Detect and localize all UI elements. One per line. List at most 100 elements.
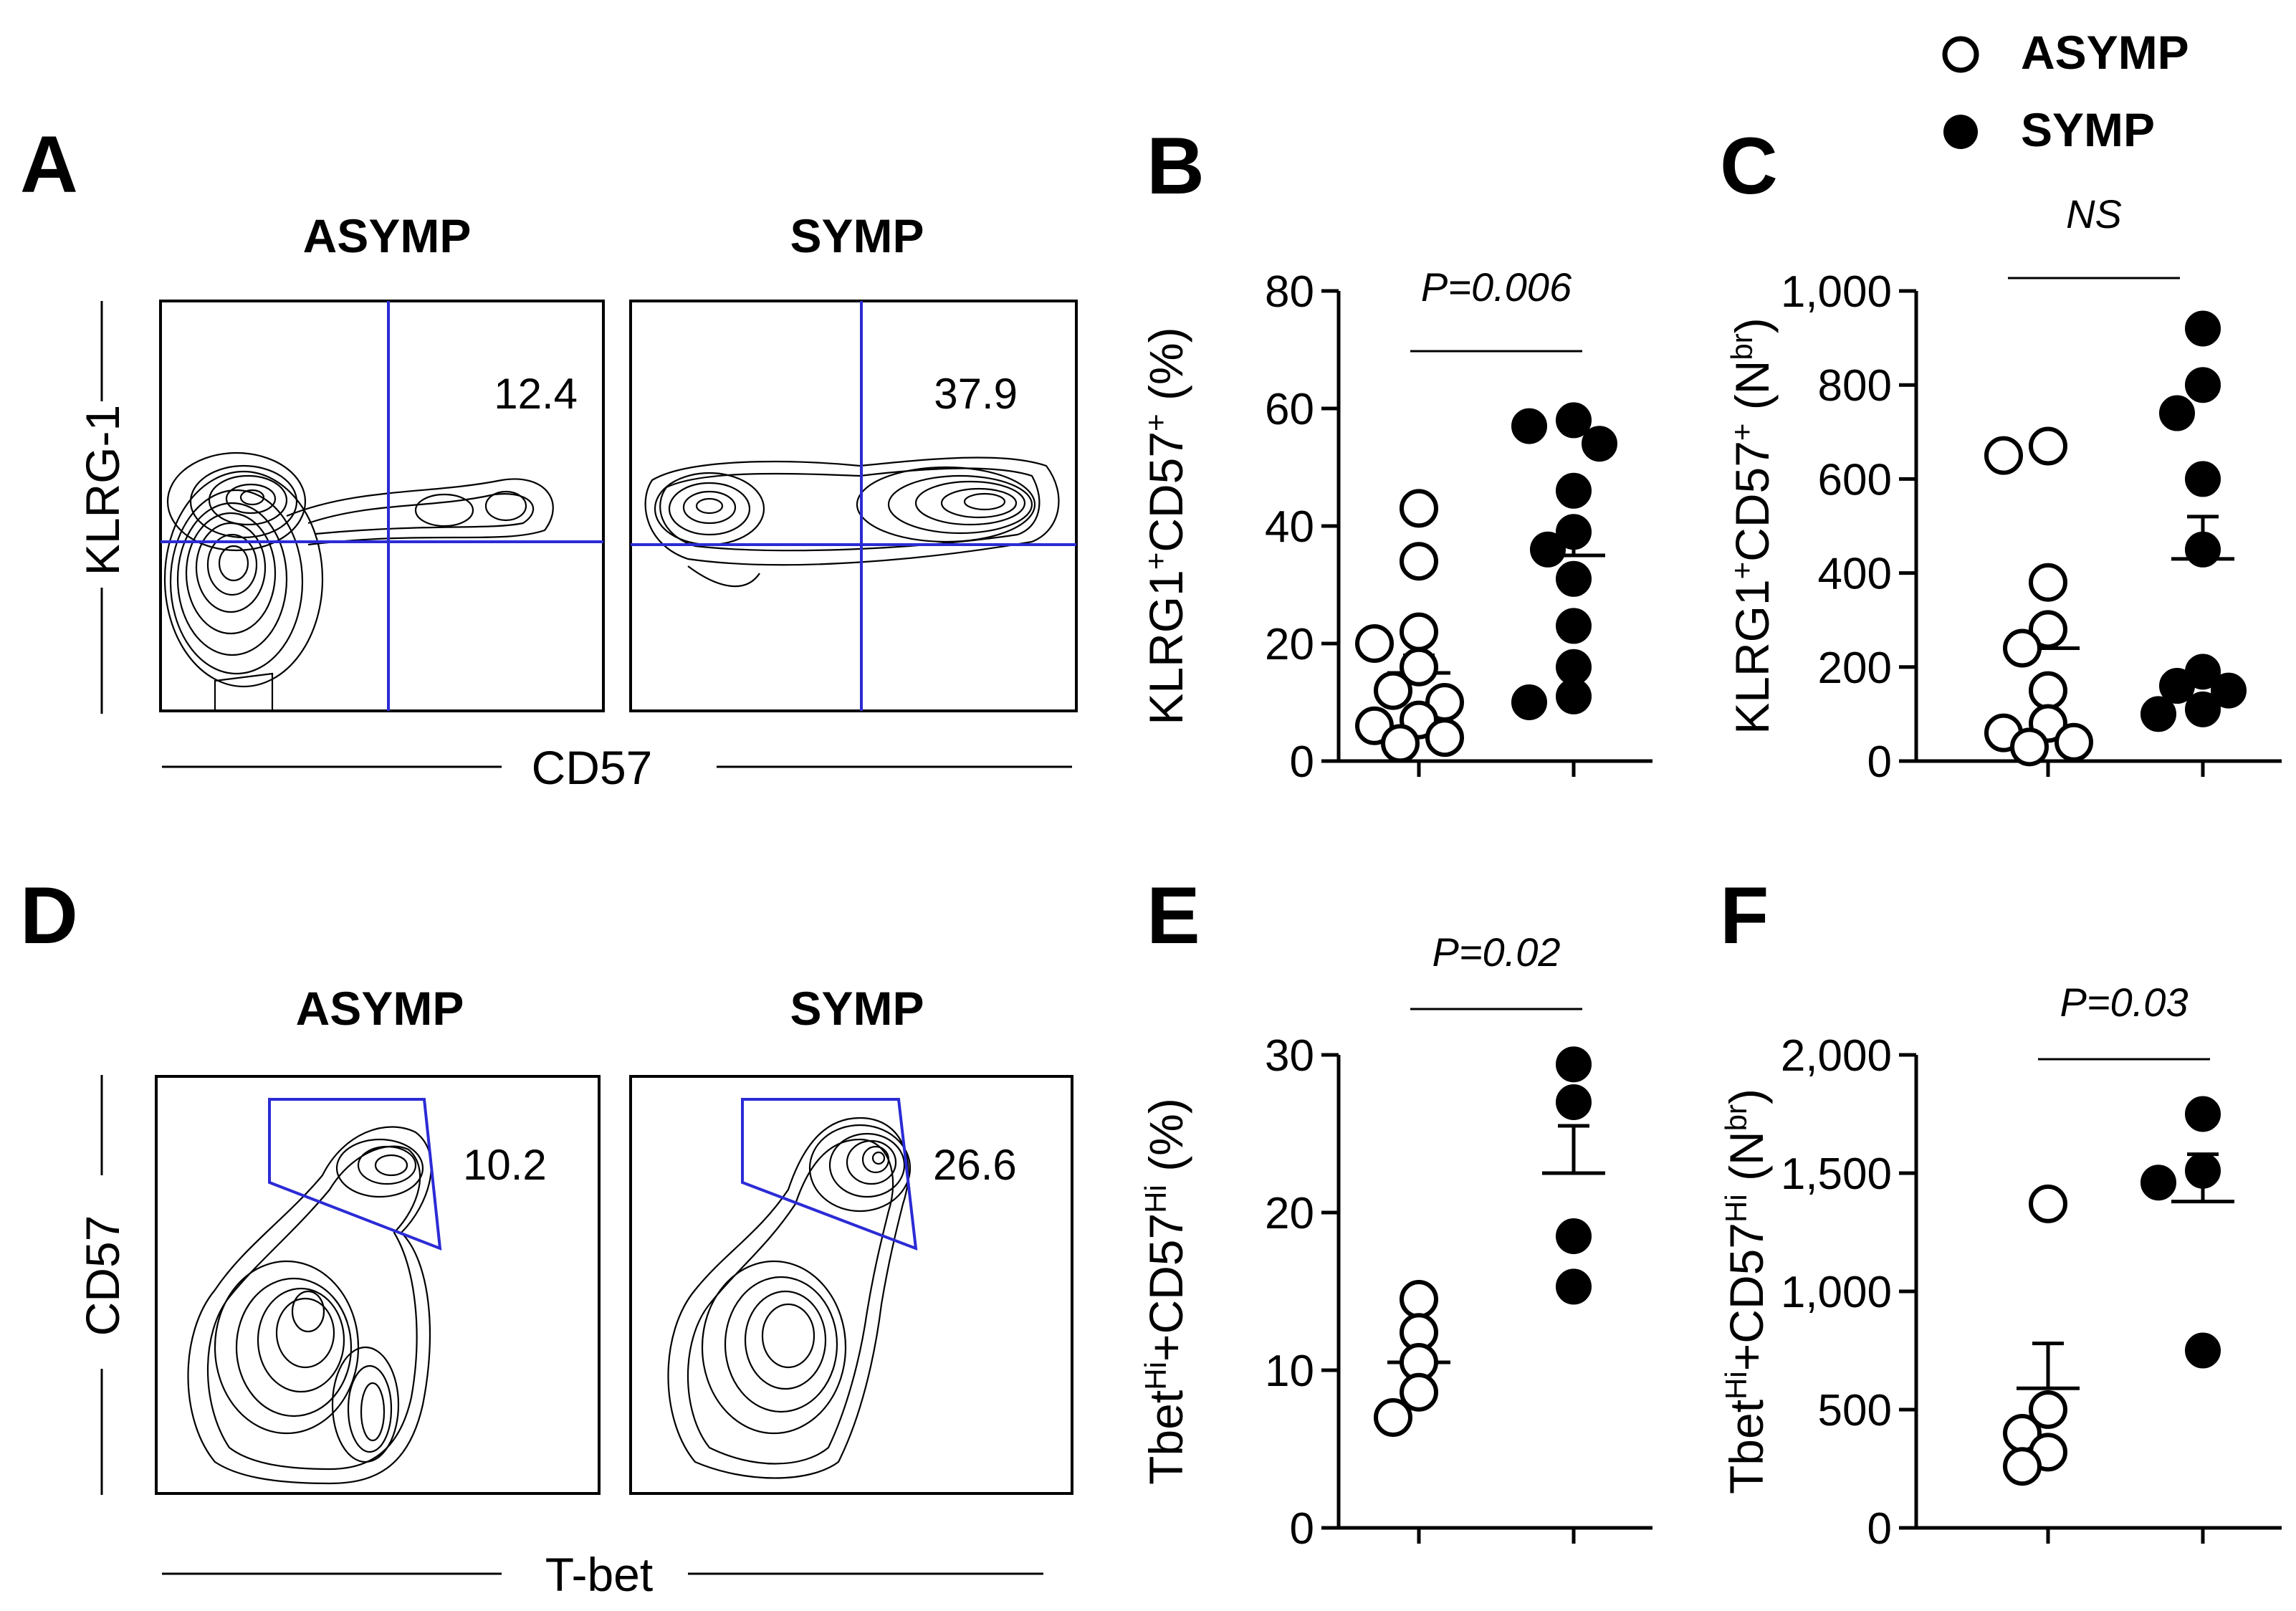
data-point-c-symp-1	[2185, 367, 2221, 403]
data-point-e-asymp-3	[1400, 1372, 1438, 1412]
data-point-b-symp-0	[1556, 402, 1592, 439]
data-point-c-asymp-1	[1984, 436, 2023, 475]
data-point-c-symp-4	[2185, 531, 2221, 568]
series-f-symp	[2140, 1096, 2234, 1369]
group-label-d-asymp: ASYMP	[296, 982, 464, 1035]
contours-a-asymp	[163, 451, 554, 709]
y-tick-label-c-0: 0	[1867, 737, 1892, 787]
data-point-f-symp-3	[2185, 1332, 2221, 1369]
contours-a-symp	[644, 456, 1060, 588]
flow-plot-d-symp: 26.6	[629, 1075, 1073, 1495]
group-label-a-asymp: ASYMP	[303, 209, 472, 262]
data-point-b-asymp-0	[1400, 489, 1438, 528]
y-tick-label-f-3: 1,500	[1781, 1149, 1892, 1199]
legend-label-asymp: ASYMP	[2021, 26, 2189, 79]
data-point-b-symp-3	[1556, 472, 1592, 509]
axis-label-b-y: KLRG1+CD57+ (%)	[1139, 327, 1193, 725]
contours-d-asymp	[187, 1126, 432, 1485]
axis-label-f-y: TbetHi+CD57Hi (Nbr)	[1719, 1089, 1774, 1494]
legend-marker-filled	[1943, 115, 1978, 149]
data-point-b-asymp-5	[1374, 671, 1412, 710]
data-point-e-symp-1	[1556, 1084, 1592, 1120]
data-point-b-symp-7	[1556, 608, 1592, 644]
series-c-symp	[2140, 310, 2247, 732]
data-point-c-symp-0	[2185, 310, 2221, 347]
flow-plot-a-symp: 37.9	[629, 300, 1078, 712]
data-point-c-symp-3	[2185, 461, 2221, 497]
quadrant-value-a-symp: 37.9	[934, 370, 1018, 418]
y-tick-label-f-0: 0	[1867, 1504, 1892, 1554]
data-point-f-symp-1	[2185, 1152, 2221, 1189]
y-tick-label-c-2: 400	[1818, 550, 1892, 599]
quadrant-value-d-symp: 26.6	[933, 1141, 1017, 1189]
y-tick-label-b-2: 40	[1265, 502, 1314, 552]
gate-d-symp	[741, 1098, 918, 1251]
legend-marker-open	[1942, 36, 1979, 73]
scatter-panel-b: B 0 20 40 60 80 KLRG1+CD57+ (%) P=0.006	[1139, 121, 1652, 787]
series-b-symp	[1511, 402, 1617, 720]
y-tick-label-e-1: 10	[1265, 1347, 1314, 1396]
data-point-e-symp-3	[1556, 1268, 1592, 1305]
flow-plot-d-asymp: 10.2	[155, 1075, 601, 1495]
scatter-panel-e: E 0 10 20 30 TbetHi+CD57Hi (%) P=0.02	[1139, 871, 1652, 1554]
data-point-b-asymp-4	[1400, 647, 1438, 687]
legend: ASYMP SYMP	[1942, 26, 2189, 156]
y-tick-label-c-3: 600	[1818, 455, 1892, 505]
y-tick-label-c-4: 800	[1818, 361, 1892, 411]
legend-label-symp: SYMP	[2021, 103, 2155, 156]
p-value-c: NS	[2066, 191, 2122, 236]
y-tick-label-c-1: 200	[1818, 644, 1892, 693]
y-tick-label-f-2: 1,000	[1781, 1268, 1892, 1317]
quadrant-value-a-asymp: 12.4	[494, 370, 578, 418]
data-point-f-asymp-4	[2003, 1447, 2042, 1486]
data-point-b-symp-4	[1556, 514, 1592, 550]
panel-a: A ASYMP SYMP KLRG-1 CD57	[20, 120, 1078, 794]
data-point-e-asymp-0	[1400, 1280, 1438, 1319]
data-point-f-asymp-1	[2029, 1390, 2067, 1429]
y-tick-label-e-0: 0	[1290, 1504, 1314, 1554]
data-point-c-asymp-9	[2010, 727, 2049, 767]
data-point-c-symp-9	[2140, 696, 2176, 732]
y-tick-label-e-3: 30	[1265, 1031, 1314, 1081]
series-f-asymp	[2003, 1184, 2080, 1486]
panel-label-d: D	[20, 871, 78, 960]
data-point-c-asymp-2	[2029, 563, 2067, 602]
data-point-f-asymp-0	[2029, 1184, 2067, 1223]
y-tick-label-e-2: 20	[1265, 1189, 1314, 1238]
data-point-b-asymp-8	[1355, 706, 1394, 745]
data-point-b-symp-9	[1556, 678, 1592, 714]
data-point-c-asymp-5	[2029, 671, 2067, 710]
series-e-symp	[1542, 1046, 1605, 1305]
axis-label-c-y: KLRG1+CD57+ (Nbr)	[1725, 317, 1779, 735]
series-b-asymp	[1355, 489, 1464, 763]
data-point-c-symp-8	[2185, 691, 2221, 727]
data-point-b-symp-5	[1530, 531, 1566, 568]
data-point-c-symp-6	[2159, 668, 2195, 704]
group-label-d-symp: SYMP	[790, 982, 924, 1035]
data-point-e-asymp-4	[1374, 1398, 1412, 1437]
y-tick-label-b-4: 80	[1265, 267, 1314, 317]
data-point-c-asymp-3	[2029, 610, 2067, 649]
series-e-asymp	[1374, 1280, 1450, 1437]
data-point-b-symp-2	[1582, 426, 1617, 462]
data-point-b-asymp-9	[1425, 718, 1464, 757]
panel-label-f: F	[1720, 871, 1769, 960]
data-point-e-symp-0	[1556, 1046, 1592, 1083]
data-point-b-asymp-3	[1355, 624, 1394, 663]
data-point-c-asymp-4	[2003, 628, 2042, 668]
axis-label-d-y: CD57	[76, 1215, 129, 1337]
data-point-b-symp-1	[1511, 408, 1547, 444]
data-point-c-symp-2	[2159, 395, 2195, 431]
axis-label-a-x: CD57	[532, 741, 653, 794]
data-point-b-asymp-1	[1400, 542, 1438, 581]
flow-plot-a-asymp: 12.4	[159, 300, 605, 712]
data-point-b-symp-6	[1556, 560, 1592, 597]
p-value-f: P=0.03	[2060, 980, 2188, 1025]
y-tick-label-f-4: 2,000	[1781, 1031, 1892, 1081]
series-c-asymp	[1984, 426, 2093, 767]
data-point-f-symp-0	[2185, 1096, 2221, 1132]
data-point-c-symp-7	[2211, 672, 2247, 709]
